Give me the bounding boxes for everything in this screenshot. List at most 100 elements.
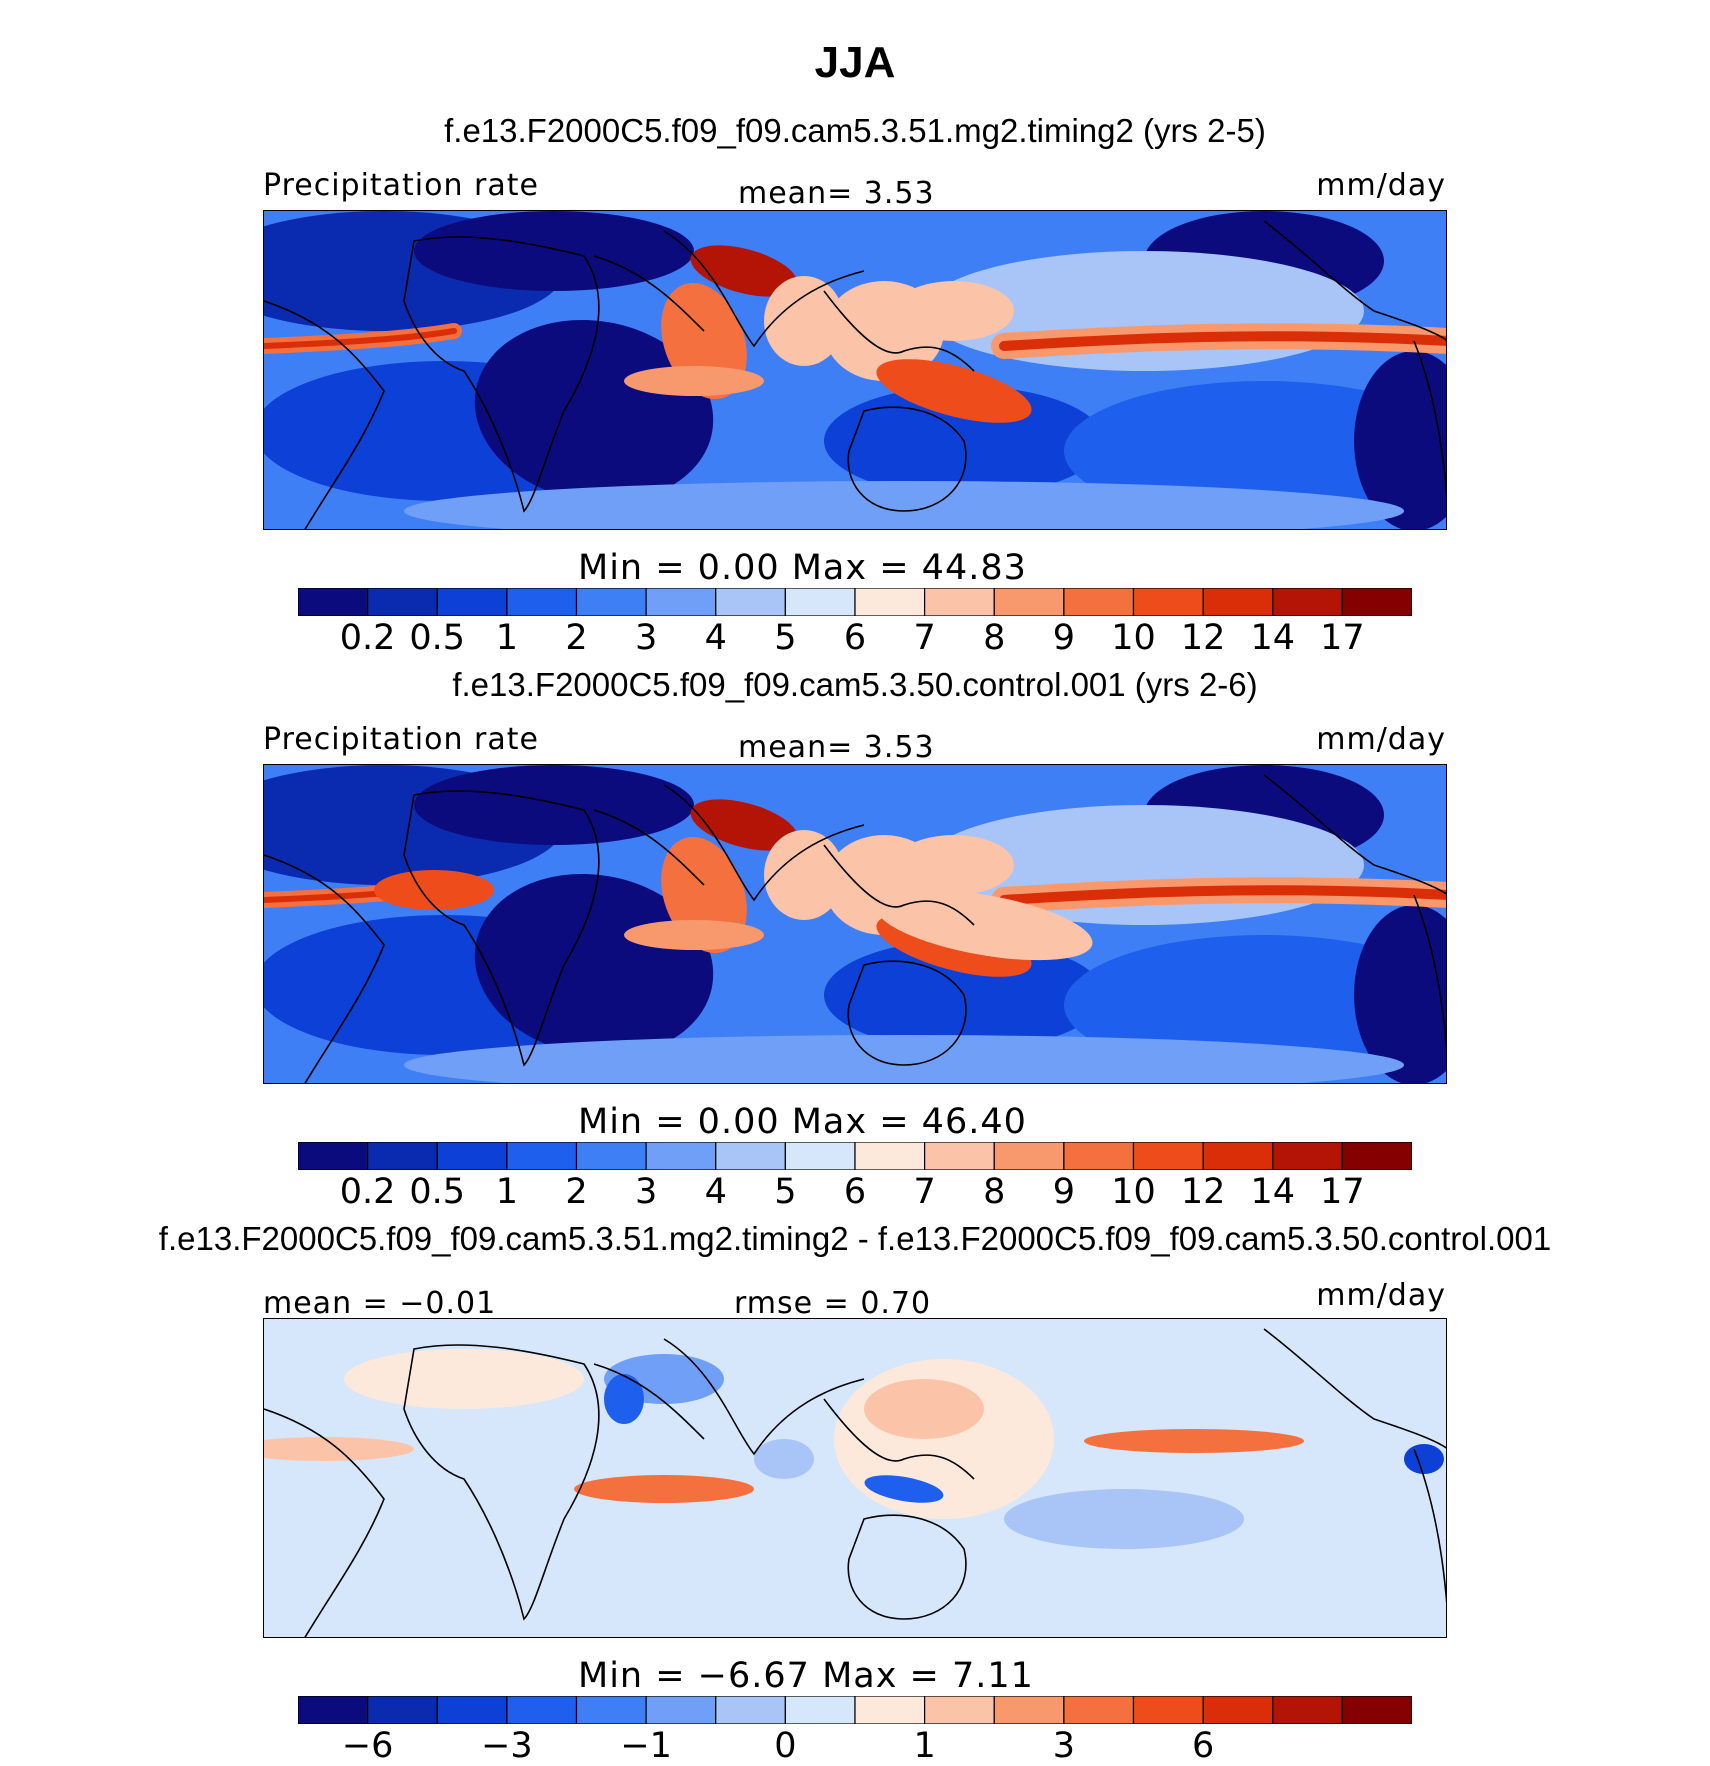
colorbar-tick-label: −6 — [341, 1726, 394, 1766]
colorbar-tick-label: 0.5 — [409, 1172, 466, 1212]
contour-band — [999, 885, 1446, 905]
contour-region — [876, 359, 1032, 423]
colorbar-tick-label: 0.2 — [339, 618, 396, 658]
colorbar-swatch — [715, 1142, 786, 1170]
colorbar-swatch — [1132, 588, 1204, 616]
coastline — [847, 1514, 967, 1620]
coastline — [264, 1408, 385, 1637]
colorbar-swatch — [1063, 588, 1135, 616]
contour-band — [264, 328, 457, 349]
colorbar-swatch — [924, 1142, 995, 1170]
colorbar-tick-label: 1 — [495, 1172, 519, 1212]
colorbar-tick-label: 0 — [774, 1726, 797, 1766]
colorbar-tick-label: 10 — [1111, 618, 1156, 658]
colorbar-tick-label: 10 — [1111, 1172, 1156, 1212]
coastline — [593, 255, 705, 332]
colorbar-swatch — [506, 1696, 578, 1724]
coastline — [403, 236, 600, 513]
coastline — [593, 1363, 705, 1440]
colorbar-swatch — [575, 588, 647, 616]
colorbar-tick-label: 3 — [634, 618, 658, 658]
colorbar-swatch — [1272, 1696, 1343, 1724]
coastline — [663, 230, 865, 348]
panel-2-colorbar — [298, 1142, 1412, 1170]
panel-3-mean-label: mean = −0.01 — [263, 1286, 497, 1321]
coastline — [823, 290, 975, 372]
contour-region — [1354, 905, 1446, 1083]
colorbar-tick-label: 8 — [983, 1172, 1006, 1212]
contour-region — [474, 873, 714, 1057]
colorbar-swatch — [1063, 1696, 1135, 1724]
contour-region — [1004, 1489, 1244, 1549]
colorbar-tick-label: 14 — [1250, 1172, 1296, 1212]
colorbar-tick-label: 9 — [1052, 618, 1076, 658]
coastline — [1263, 1328, 1446, 1449]
contour-region — [604, 1374, 644, 1424]
colorbar-swatch — [715, 588, 786, 616]
contour-region — [690, 245, 798, 297]
colorbar-tick-label: 8 — [983, 618, 1006, 658]
coastline — [1413, 1448, 1446, 1604]
contour-region — [404, 481, 1404, 529]
coastline — [1263, 774, 1446, 895]
colorbar-swatch — [506, 588, 578, 616]
colorbar-tick-label: 3 — [1052, 1726, 1076, 1766]
colorbar-tick-label: −3 — [481, 1726, 533, 1766]
contour-region — [624, 920, 764, 950]
contour-band — [999, 331, 1446, 351]
contour-region — [404, 1035, 1404, 1083]
colorbar-tick-label: 1 — [495, 618, 519, 658]
contour-region — [894, 281, 1014, 341]
colorbar-tick-label: 12 — [1180, 1172, 1226, 1212]
contour-region — [474, 319, 714, 503]
contour-region — [690, 799, 798, 851]
colorbar-swatch — [1272, 1142, 1343, 1170]
coastline — [403, 1344, 600, 1621]
colorbar-tick-label: 12 — [1180, 618, 1226, 658]
colorbar-swatch — [1132, 1696, 1204, 1724]
colorbar-swatch — [715, 1696, 786, 1724]
colorbar-swatch — [854, 588, 926, 616]
colorbar-tick-label: 6 — [843, 618, 867, 658]
colorbar-swatch — [436, 588, 508, 616]
contour-region — [875, 889, 1093, 961]
contour-region — [764, 830, 844, 920]
colorbar-tick-label: 4 — [704, 1172, 727, 1212]
panel-2-case-title: f.e13.F2000C5.f09_f09.cam5.3.50.control.… — [452, 666, 1258, 703]
panel-3-rmse-label: rmse = 0.70 — [734, 1286, 932, 1321]
panel-1-precip-map — [263, 210, 1447, 530]
coastline — [847, 960, 967, 1066]
coastline — [264, 300, 385, 529]
contour-region — [414, 765, 694, 845]
panel-1-variable-label: Precipitation rate — [263, 168, 539, 203]
colorbar-tick-label: 17 — [1320, 618, 1365, 658]
chart-title: JJA — [814, 38, 896, 87]
colorbar-tick-label: 7 — [913, 1172, 936, 1212]
colorbar-tick-label: 1 — [913, 1726, 936, 1766]
contour-region — [894, 835, 1014, 895]
panel-3-case-title: f.e13.F2000C5.f09_f09.cam5.3.51.mg2.timi… — [158, 1220, 1552, 1257]
colorbar-swatch — [784, 1142, 856, 1170]
panel-2-variable-label: Precipitation rate — [263, 722, 539, 757]
contour-region — [764, 276, 844, 366]
colorbar-swatch — [1132, 1142, 1204, 1170]
colorbar-swatch — [1202, 1142, 1274, 1170]
colorbar-tick-label: 4 — [704, 618, 727, 658]
colorbar-swatch — [993, 1142, 1065, 1170]
contour-region — [864, 1379, 984, 1439]
panel-3-minmax: Min = −6.67 Max = 7.11 — [578, 1656, 1034, 1696]
panel-2-minmax: Min = 0.00 Max = 46.40 — [578, 1102, 1027, 1142]
coastline — [1263, 220, 1446, 341]
colorbar-swatch — [1202, 588, 1274, 616]
colorbar-tick-label: 17 — [1320, 1172, 1365, 1212]
colorbar-swatch — [1341, 588, 1412, 616]
colorbar-tick-label: 6 — [1191, 1726, 1215, 1766]
coastline — [663, 1338, 865, 1456]
coastline — [593, 809, 705, 886]
contour-region — [1084, 1429, 1304, 1453]
colorbar-swatch — [298, 1142, 369, 1170]
colorbar-tick-label: 7 — [913, 618, 936, 658]
contour-region — [374, 870, 494, 910]
colorbar-swatch — [645, 588, 717, 616]
colorbar-tick-label: 0.5 — [409, 618, 466, 658]
